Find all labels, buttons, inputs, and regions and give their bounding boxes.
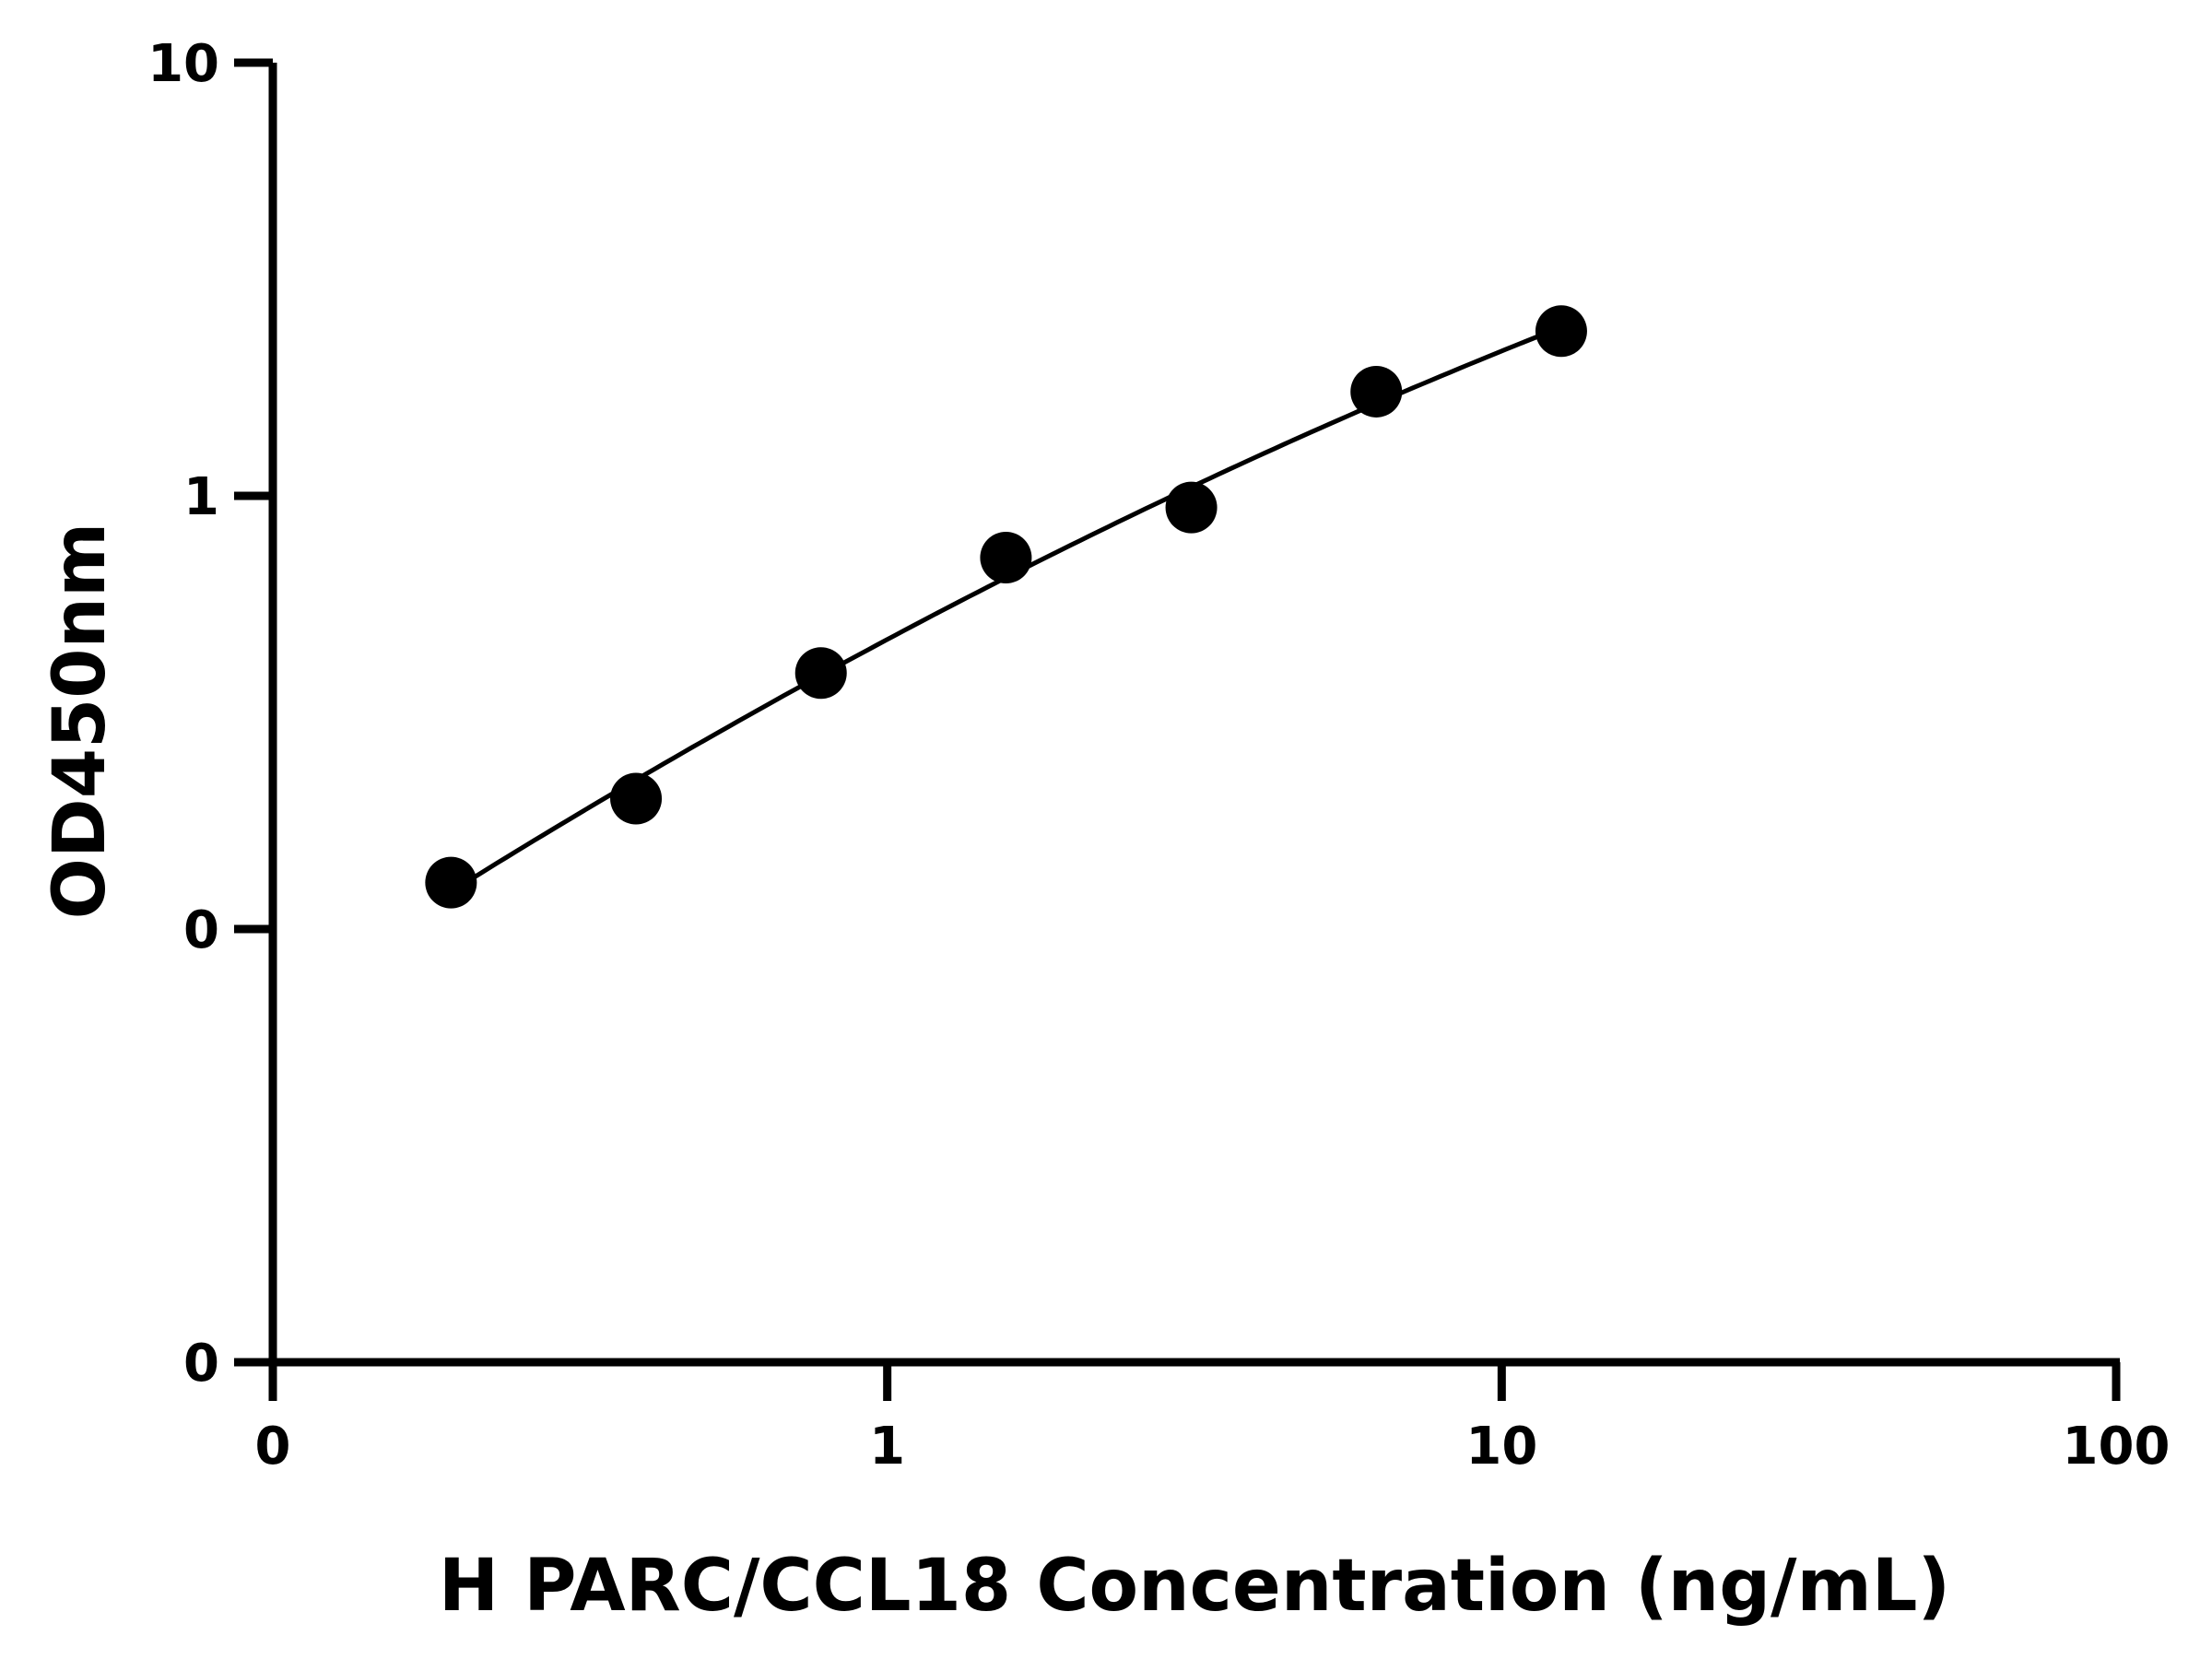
y-tick-label: 10 bbox=[147, 34, 219, 94]
y-axis-title: OD450nm bbox=[39, 523, 122, 920]
y-tick-label: 0 bbox=[183, 900, 219, 960]
y-tick-label: 0 bbox=[183, 1334, 219, 1394]
x-axis-title: H PARC/CCL18 Concentration (ng/mL) bbox=[439, 1545, 1950, 1628]
x-tick-label: 100 bbox=[2063, 1417, 2171, 1477]
x-tick-label: 0 bbox=[255, 1417, 291, 1477]
data-point bbox=[1535, 305, 1587, 358]
data-point bbox=[980, 532, 1032, 584]
data-point bbox=[1350, 365, 1403, 418]
x-tick-label: 10 bbox=[1465, 1417, 1537, 1477]
y-tick-label: 1 bbox=[183, 467, 219, 527]
data-point bbox=[1165, 481, 1218, 534]
axes bbox=[268, 63, 2120, 1367]
x-tick-label: 1 bbox=[869, 1417, 905, 1477]
data-points-layer bbox=[425, 305, 1587, 909]
data-point bbox=[794, 647, 847, 700]
data-point bbox=[425, 856, 477, 909]
data-point bbox=[610, 772, 663, 825]
